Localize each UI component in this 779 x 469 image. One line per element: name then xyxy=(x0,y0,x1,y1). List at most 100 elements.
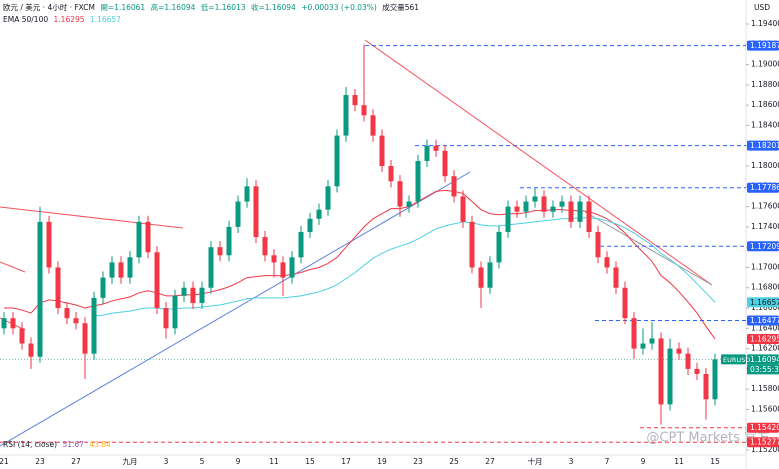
candle-body xyxy=(586,201,592,232)
candle-body xyxy=(55,267,61,309)
candle-body xyxy=(433,145,439,151)
header: 欧元 / 美元 · 4小时 · FXCM 開=1.16061 高=1.16094… xyxy=(3,2,422,13)
candle-body xyxy=(532,196,538,202)
y-tick-label: 1.18800 xyxy=(751,80,779,89)
price-badge xyxy=(747,354,779,365)
candle-body xyxy=(46,221,52,268)
candle-body xyxy=(154,252,160,309)
candle-body xyxy=(73,318,79,324)
trend-line xyxy=(0,261,26,273)
candle-body xyxy=(289,257,295,278)
price-badge-label: 1.16295 xyxy=(750,334,779,343)
price-badge-label: 1.16477 xyxy=(750,316,779,325)
price-badge xyxy=(747,315,779,326)
candle-body xyxy=(262,237,268,256)
y-tick-label: 1.16600 xyxy=(751,303,779,312)
y-tick-label: 1.16400 xyxy=(751,323,779,332)
price-badge xyxy=(747,333,779,344)
candle-body xyxy=(550,206,556,212)
x-tick-label: 15 xyxy=(305,457,315,466)
rsi-legend: RSI (14, close) 51.67 43.84 xyxy=(3,440,114,449)
ohlc: 開=1.16061 xyxy=(100,3,146,12)
price-badge-label: 1.15277 xyxy=(750,438,779,447)
candle-body xyxy=(514,206,520,212)
price-badge xyxy=(747,182,779,193)
candle-body xyxy=(667,348,673,405)
candle-body xyxy=(217,247,223,256)
x-tick-label: 23 xyxy=(413,457,423,466)
price-badge-label: 1.17209 xyxy=(750,242,779,251)
indicator-legend: EMA 50/100 1.16295 1.16657 xyxy=(3,15,124,24)
ohlc: 收=1.16094 xyxy=(251,3,296,12)
candle-body xyxy=(676,348,682,354)
y-tick-label: 1.19400 xyxy=(751,19,779,28)
candle-body xyxy=(379,135,385,167)
x-tick-label: 11 xyxy=(269,457,279,466)
y-tick-label: 1.18000 xyxy=(751,161,779,170)
x-tick-label: 十月 xyxy=(528,456,543,466)
candle-body xyxy=(649,338,655,344)
trend-line xyxy=(364,39,713,286)
y-tick-label: 1.16200 xyxy=(751,344,779,353)
candle-body xyxy=(334,135,340,187)
ohlc: 低=1.16013 xyxy=(200,3,246,12)
symbol-label: EURUSD xyxy=(723,356,750,364)
price-badge xyxy=(747,140,779,151)
price-badge xyxy=(747,437,779,448)
price-badge xyxy=(747,422,779,433)
candle-body xyxy=(541,196,547,212)
price-badge xyxy=(747,297,779,308)
candle-body xyxy=(712,359,718,400)
price-badge xyxy=(747,40,779,51)
price-badge-label: 1.15420 xyxy=(750,423,779,432)
price-badge-label: 1.18201 xyxy=(750,141,779,150)
candle-body xyxy=(235,201,241,227)
candle-body xyxy=(685,353,691,369)
y-tick-label: 1.18400 xyxy=(751,120,779,129)
candle-body xyxy=(316,209,322,219)
candle-body xyxy=(451,176,457,197)
y-tick-label: 1.15600 xyxy=(751,404,779,413)
candle-body xyxy=(298,231,304,258)
candle-body xyxy=(163,308,169,329)
y-tick-label: 1.17600 xyxy=(751,202,779,211)
candle-body xyxy=(406,201,412,207)
candle-body xyxy=(370,115,376,136)
candle-body xyxy=(415,160,421,202)
candle-body xyxy=(496,231,502,263)
candle-body xyxy=(478,267,484,288)
candle-body xyxy=(271,255,277,263)
candle-body xyxy=(19,328,25,344)
candle-body xyxy=(460,196,466,222)
y-tick-label: 1.16800 xyxy=(751,283,779,292)
candle-body xyxy=(190,287,196,303)
indicator-value: 1.16657 xyxy=(89,15,121,24)
price-badge-label: 1.19187 xyxy=(750,41,779,50)
price-badge xyxy=(747,241,779,252)
trend-line xyxy=(584,211,713,286)
y-tick-label: 1.15200 xyxy=(751,445,779,454)
candle-body xyxy=(136,221,142,258)
x-tick-label: 23 xyxy=(35,457,45,466)
y-tick-label: 1.15800 xyxy=(751,384,779,393)
currency-label: USD xyxy=(754,3,770,12)
candle-body xyxy=(505,206,511,232)
ema-line xyxy=(4,189,716,340)
x-tick-label: 5 xyxy=(200,457,205,466)
price-badge-label: 1.16657 xyxy=(750,298,779,307)
change: +0.00033 (+0.03%) xyxy=(301,3,377,12)
x-tick-label: 27 xyxy=(485,457,495,466)
candle-body xyxy=(172,295,178,329)
price-badge-label: 1.17786 xyxy=(750,183,779,192)
ema-line xyxy=(93,217,716,317)
candle-body xyxy=(280,262,286,278)
candle-body xyxy=(694,368,700,374)
x-tick-label: 9 xyxy=(236,457,241,466)
candle-body xyxy=(469,221,475,268)
y-tick-label: 1.19000 xyxy=(751,60,779,69)
ohlc: 高=1.16094 xyxy=(150,3,196,12)
candle-body xyxy=(181,287,187,296)
candle-body xyxy=(442,150,448,177)
candle-body xyxy=(10,318,16,329)
